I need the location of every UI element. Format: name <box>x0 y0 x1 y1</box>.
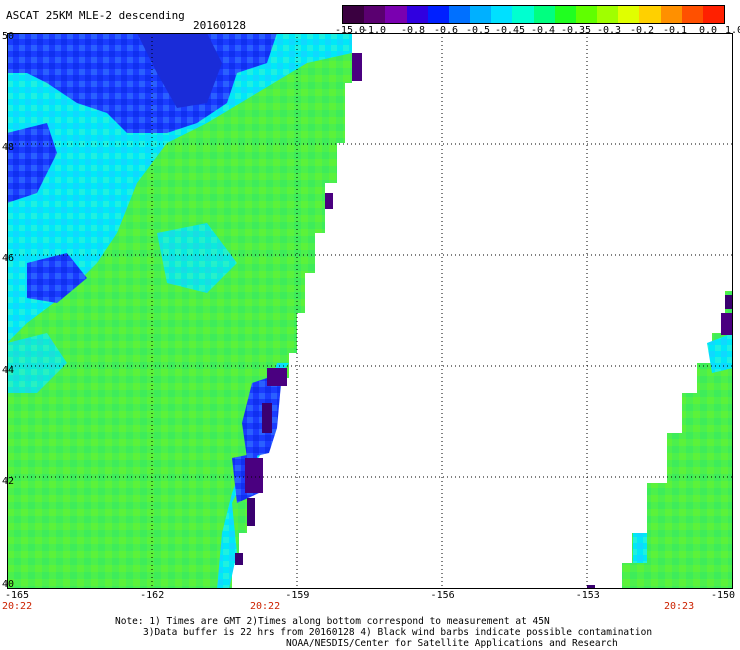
colorbar-segment <box>406 6 428 23</box>
colorbar-label: -0.8 <box>400 25 426 36</box>
colorbar-segment <box>364 6 386 23</box>
colorbar-segment <box>597 6 619 23</box>
lat-tick-label: 40 <box>2 579 15 590</box>
lon-tick-label: -165 <box>4 590 30 601</box>
colorbar-segment <box>470 6 492 23</box>
swath-left <box>7 33 362 589</box>
lon-tick-label: -156 <box>430 590 455 601</box>
colorbar-label: -0.4 <box>530 25 556 36</box>
colorbar-segment <box>385 6 407 23</box>
colorbar-label: -0.35 <box>560 25 592 36</box>
colorbar-label: -0.6 <box>433 25 459 36</box>
colorbar-segment <box>448 6 471 23</box>
note-line: NOAA/NESDIS/Center for Satellite Applica… <box>286 638 618 649</box>
footnotes: Note: 1) Times are GMT 2)Times along bot… <box>115 616 652 649</box>
colorbar-segment <box>554 6 576 23</box>
lat-tick-label: 50 <box>2 31 15 42</box>
chart-title: ASCAT 25KM MLE-2 descending <box>6 9 185 22</box>
lat-tick-label: 48 <box>2 142 15 154</box>
colorbar-label: -1.0 <box>361 25 387 36</box>
lon-tick-label: -153 <box>575 590 600 601</box>
lat-tick-label: 44 <box>2 364 15 376</box>
time-label: 20:22 <box>250 601 281 612</box>
colorbar-label: -0.5 <box>465 25 491 36</box>
colorbar-label: -0.3 <box>596 25 622 36</box>
colorbar-segment <box>618 6 640 23</box>
colorbar-segment <box>639 6 661 23</box>
time-label: 20:23 <box>664 601 695 612</box>
lat-tick-label: 46 <box>2 253 15 265</box>
colorbar-segment <box>343 6 365 23</box>
grid <box>7 33 733 589</box>
lat-tick-label: 42 <box>2 475 15 487</box>
colorbar-segment <box>575 6 598 23</box>
lon-tick-label: -162 <box>140 590 165 601</box>
colorbar-segment <box>533 6 555 23</box>
colorbar-label: 0.0 <box>698 25 718 36</box>
colorbar-label: 1.0 <box>724 25 740 36</box>
colorbar-segment <box>681 6 703 23</box>
map-plot <box>7 33 733 589</box>
colorbar-label: -0.2 <box>629 25 655 36</box>
time-label: 20:22 <box>2 601 33 612</box>
colorbar-segment <box>660 6 682 23</box>
colorbar-segment <box>427 6 449 23</box>
colorbar-label: -15.0 <box>334 25 366 36</box>
colorbar-segment <box>512 6 534 23</box>
colorbar-label: -0.1 <box>662 25 688 36</box>
colorbar-segment <box>702 6 725 23</box>
note-line: Note: 1) Times are GMT 2)Times along bot… <box>115 616 550 627</box>
lon-tick-label: -150 <box>710 590 736 601</box>
swath-right <box>587 291 733 589</box>
colorbar-label: -0.45 <box>494 25 526 36</box>
colorbar <box>342 5 725 24</box>
lon-tick-label: -159 <box>285 590 310 601</box>
map-frame <box>7 33 733 589</box>
colorbar-labels: -15.0 -1.0 -0.8 -0.6 -0.5 -0.45 -0.4 -0.35 -0.3-… <box>330 25 740 37</box>
colorbar-segment <box>491 6 513 23</box>
note-line: 3)Data buffer is 22 hrs from 20160128 4)… <box>143 627 653 638</box>
chart-date: 20160128 <box>193 19 246 32</box>
